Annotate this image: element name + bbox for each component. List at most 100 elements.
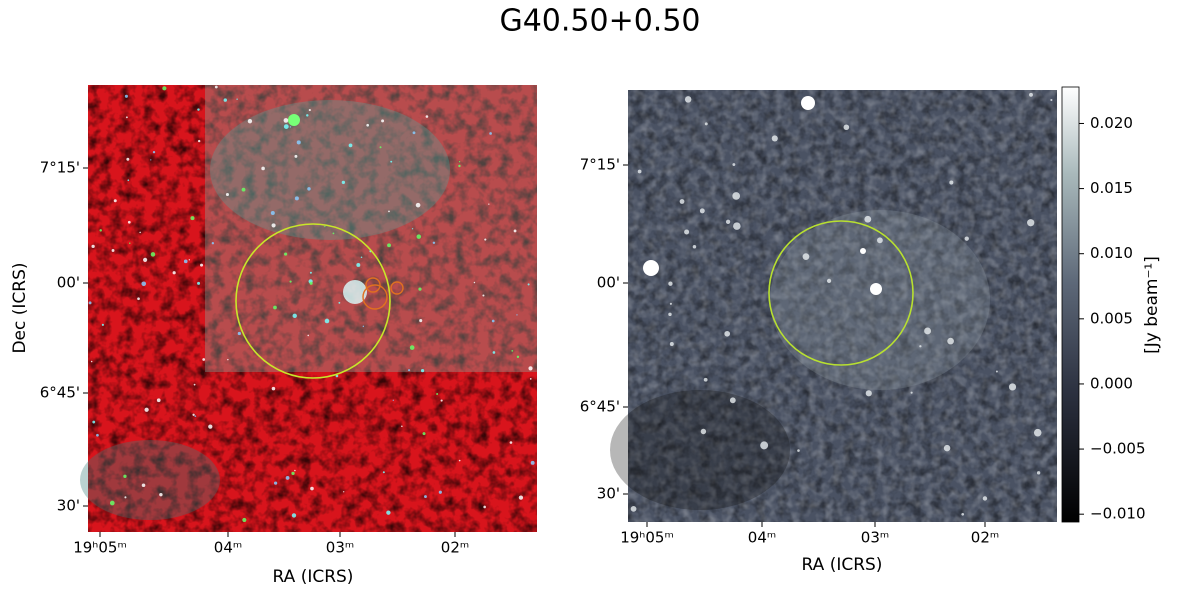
source	[961, 512, 965, 516]
star	[247, 118, 253, 124]
y-tick-label: 00'	[597, 274, 620, 292]
star	[88, 301, 92, 305]
source	[1033, 428, 1042, 437]
star	[289, 280, 292, 283]
star	[425, 115, 429, 118]
star	[407, 369, 411, 372]
star	[113, 199, 117, 203]
star	[237, 331, 241, 336]
star	[386, 510, 391, 515]
star	[283, 124, 289, 130]
source	[288, 114, 300, 126]
x-tick-label: 02ᵐ	[971, 529, 999, 547]
colorbar-tick-label: 0.015	[1090, 179, 1133, 197]
source	[870, 283, 882, 295]
source	[630, 505, 637, 512]
star	[283, 118, 289, 123]
star	[200, 263, 204, 267]
star	[422, 432, 426, 436]
star	[527, 283, 530, 286]
star	[236, 98, 238, 100]
star	[415, 202, 421, 208]
star	[420, 369, 425, 373]
star	[289, 126, 292, 128]
star	[291, 513, 297, 518]
star	[109, 500, 115, 506]
x-tick-label: 04ᵐ	[214, 539, 242, 557]
star	[409, 345, 415, 350]
star	[92, 420, 96, 424]
star	[484, 238, 487, 241]
x-tick-label: 19ʰ05ᵐ	[73, 539, 127, 557]
star	[137, 297, 140, 301]
star	[188, 259, 190, 261]
source	[668, 312, 672, 317]
star	[273, 481, 278, 485]
star	[296, 140, 301, 145]
source	[700, 428, 707, 435]
source	[864, 215, 872, 223]
star	[143, 257, 148, 262]
star	[292, 313, 297, 319]
star	[127, 220, 131, 224]
source	[826, 278, 832, 284]
source	[732, 192, 741, 200]
star	[491, 319, 495, 323]
star	[172, 271, 176, 275]
star	[438, 490, 442, 494]
y-tick-label: 7°15'	[40, 159, 80, 177]
star	[341, 180, 346, 185]
star	[324, 318, 330, 324]
source	[703, 377, 708, 382]
x-tick-label: 19ʰ05ᵐ	[620, 529, 674, 547]
source	[865, 390, 872, 397]
star	[362, 325, 365, 328]
star	[197, 108, 200, 111]
star	[458, 161, 461, 163]
star	[390, 160, 393, 163]
source	[982, 496, 988, 501]
star	[516, 314, 518, 316]
source	[801, 96, 815, 110]
source	[724, 330, 731, 337]
star	[419, 319, 423, 323]
star	[124, 94, 128, 98]
source	[910, 391, 913, 394]
star	[309, 281, 313, 285]
source	[699, 208, 705, 214]
colorbar	[1061, 86, 1080, 523]
star	[424, 495, 427, 498]
star	[518, 495, 524, 500]
star	[418, 287, 422, 291]
star	[150, 159, 152, 161]
colorbar-tick-label: −0.005	[1090, 440, 1146, 458]
source	[725, 219, 731, 224]
star	[308, 108, 311, 112]
y-tick-label: 6°45'	[580, 398, 620, 416]
y-axis-label: Dec (ICRS)	[10, 262, 30, 353]
colorbar-label: [Jy beam⁻¹]	[1142, 256, 1162, 354]
star	[529, 377, 532, 380]
star	[202, 358, 206, 361]
colorbar-tick-label: −0.010	[1090, 505, 1146, 523]
star	[528, 366, 533, 371]
star	[152, 150, 156, 154]
source	[669, 341, 674, 346]
star	[144, 407, 149, 412]
star	[440, 399, 443, 402]
star	[387, 243, 391, 248]
source	[1029, 92, 1033, 97]
star	[162, 86, 167, 91]
star	[192, 413, 195, 416]
y-tick-label: 7°15'	[580, 156, 620, 174]
source	[797, 449, 800, 452]
x-tick-label: 02ᵐ	[441, 539, 469, 557]
star	[285, 476, 290, 480]
source	[995, 370, 998, 373]
source	[1027, 219, 1035, 227]
star	[436, 393, 439, 395]
star	[366, 123, 370, 127]
y-tick-label: 30'	[57, 497, 80, 515]
star	[197, 139, 201, 143]
star	[159, 492, 163, 497]
